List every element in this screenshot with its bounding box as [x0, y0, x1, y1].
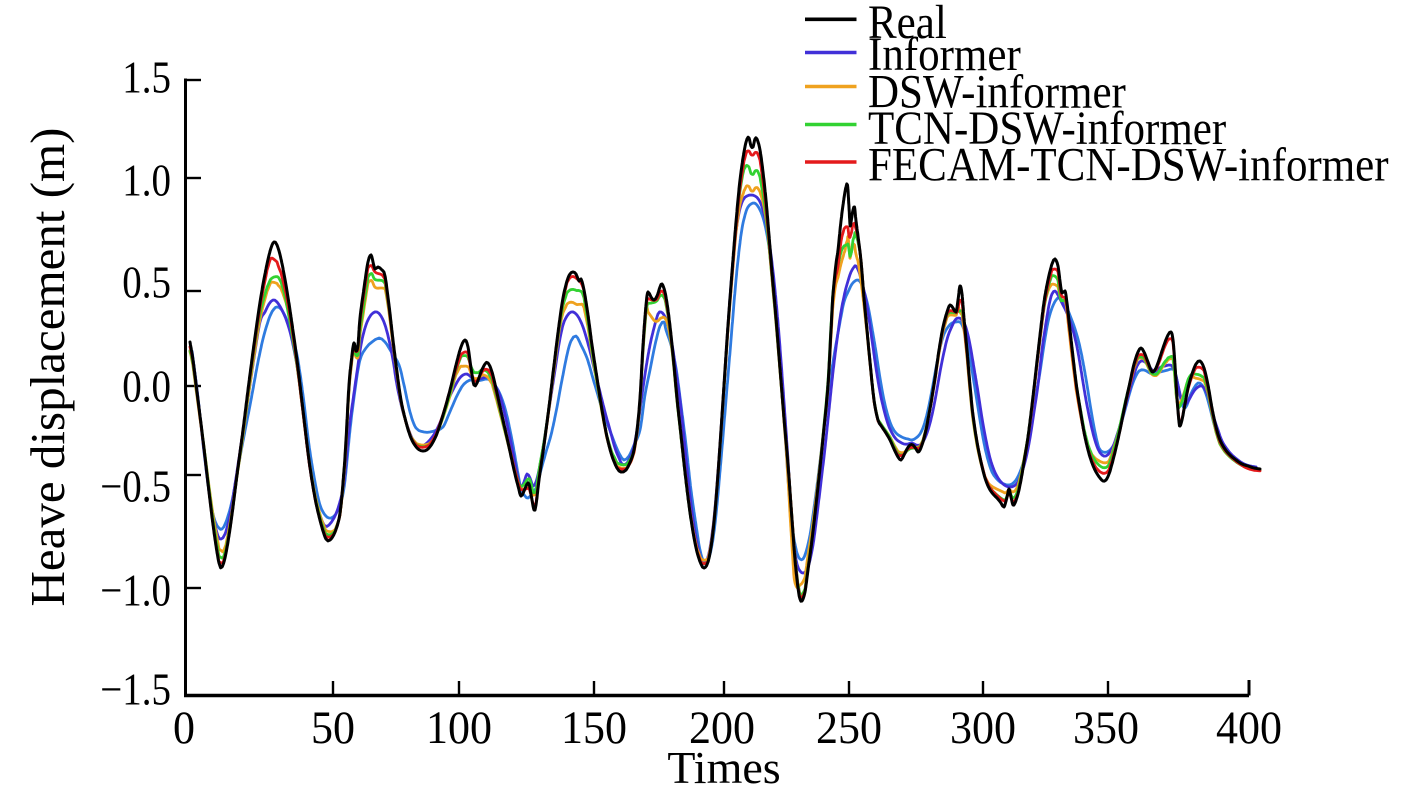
svg-text:TCN-DSW-informer: TCN-DSW-informer	[868, 101, 1226, 155]
svg-text:0.5: 0.5	[122, 258, 171, 309]
svg-text:Heave displacement (m): Heave displacement (m)	[20, 128, 75, 607]
svg-text:DSW-informer: DSW-informer	[868, 64, 1126, 118]
svg-text:300: 300	[950, 701, 1016, 754]
svg-text:200: 200	[689, 701, 755, 754]
svg-text:−1.5: −1.5	[100, 665, 171, 716]
svg-text:1.5: 1.5	[122, 53, 171, 104]
svg-text:100: 100	[426, 701, 492, 754]
svg-text:350: 350	[1073, 701, 1139, 754]
svg-text:Times: Times	[667, 742, 780, 793]
svg-text:0.0: 0.0	[122, 362, 171, 413]
svg-text:0: 0	[173, 701, 195, 754]
svg-text:−1.0: −1.0	[100, 566, 171, 617]
svg-text:400: 400	[1216, 701, 1282, 754]
svg-text:Informer: Informer	[868, 27, 1021, 81]
svg-text:150: 150	[561, 701, 627, 754]
svg-text:1.0: 1.0	[122, 156, 171, 207]
svg-text:FECAM-TCN-DSW-informer: FECAM-TCN-DSW-informer	[868, 137, 1389, 191]
svg-text:−0.5: −0.5	[100, 462, 171, 513]
svg-text:50: 50	[311, 701, 355, 754]
svg-text:250: 250	[816, 701, 882, 754]
svg-text:Real: Real	[868, 0, 947, 49]
